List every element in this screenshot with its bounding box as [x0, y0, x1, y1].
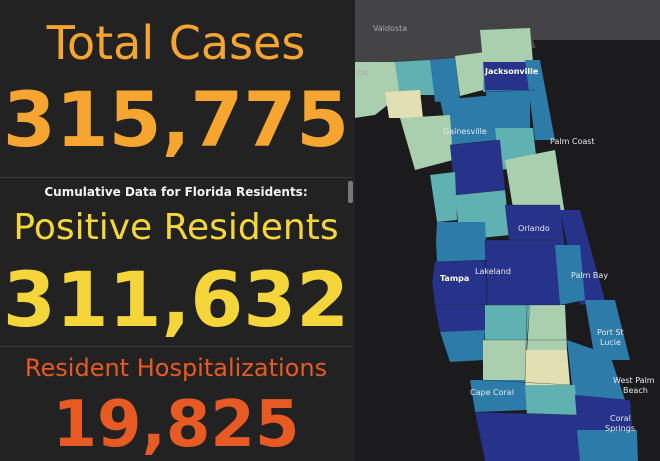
florida-county-map[interactable]: Valdosta DA Jacksonville Gainesville Pal… [355, 0, 660, 461]
hospitalizations-panel: Resident Hospitalizations 19,825 [0, 349, 352, 461]
county-citrus [430, 172, 457, 222]
county-orange [505, 205, 565, 250]
city-palm-coast: Palm Coast [550, 137, 595, 146]
county-coast-1 [525, 60, 555, 140]
county-levy [400, 115, 453, 170]
county-desoto [483, 340, 527, 380]
county-glades [525, 350, 570, 385]
city-port-st-lucie-1: Port St [597, 328, 624, 337]
city-coral-springs-1: Coral [610, 414, 631, 423]
county-manatee [435, 305, 485, 332]
county-hendry [525, 385, 577, 415]
positive-residents-value: 311,632 [2, 255, 350, 344]
total-cases-value: 315,775 [2, 75, 350, 164]
map-canvas[interactable] [355, 0, 660, 461]
city-jacksonville: Jacksonville [485, 67, 539, 76]
county-nw-5 [455, 52, 485, 96]
panel-scrollbar[interactable] [348, 181, 353, 203]
gulf-of-mexico [355, 115, 485, 461]
city-valdosta: Valdosta [373, 24, 408, 33]
city-da: DA [357, 69, 369, 78]
county-brevard [560, 210, 605, 305]
city-port-st-lucie-2: Lucie [600, 338, 621, 347]
county-collier [475, 412, 580, 461]
county-marion [450, 140, 505, 195]
atlantic-ocean [533, 40, 660, 461]
county-volusia [505, 150, 565, 220]
city-lakeland: Lakeland [475, 267, 511, 276]
dashboard-stats-column: Total Cases 315,775 Cumulative Data for … [0, 0, 353, 461]
city-west-palm-2: Beach [623, 386, 648, 395]
county-osceola [555, 245, 585, 305]
county-nassau [480, 28, 533, 62]
county-clay [485, 90, 530, 130]
county-nw-4 [430, 58, 460, 102]
positive-residents-panel[interactable]: Cumulative Data for Florida Residents: P… [0, 180, 352, 347]
county-hillsborough [430, 260, 487, 305]
county-martin [567, 340, 625, 400]
county-sarasota [440, 330, 485, 362]
county-alachua [440, 95, 497, 145]
hospitalizations-value: 19,825 [52, 388, 300, 461]
city-cape-coral: Cape Coral [470, 388, 514, 397]
positive-residents-label: Positive Residents [13, 207, 339, 248]
county-borders [435, 89, 578, 416]
county-polk [485, 240, 560, 305]
city-west-palm-1: West Palm [613, 376, 655, 385]
county-highlands [527, 305, 567, 350]
county-broward [577, 430, 638, 461]
city-coral-springs-2: Springs [605, 424, 635, 433]
county-nw-2 [395, 60, 435, 95]
county-jax [483, 60, 535, 92]
city-orlando: Orlando [518, 224, 550, 233]
county-hardee [485, 305, 530, 340]
hospitalizations-label: Resident Hospitalizations [24, 354, 328, 382]
city-gainesville: Gainesville [443, 127, 487, 136]
county-pasco [435, 222, 487, 262]
county-lee [470, 380, 527, 412]
city-palm-bay: Palm Bay [571, 271, 609, 280]
county-nw-3 [385, 90, 423, 118]
total-cases-panel: Total Cases 315,775 [0, 0, 352, 178]
total-cases-label: Total Cases [46, 16, 306, 70]
city-tampa: Tampa [440, 274, 470, 283]
cumulative-note: Cumulative Data for Florida Residents: [44, 185, 308, 199]
